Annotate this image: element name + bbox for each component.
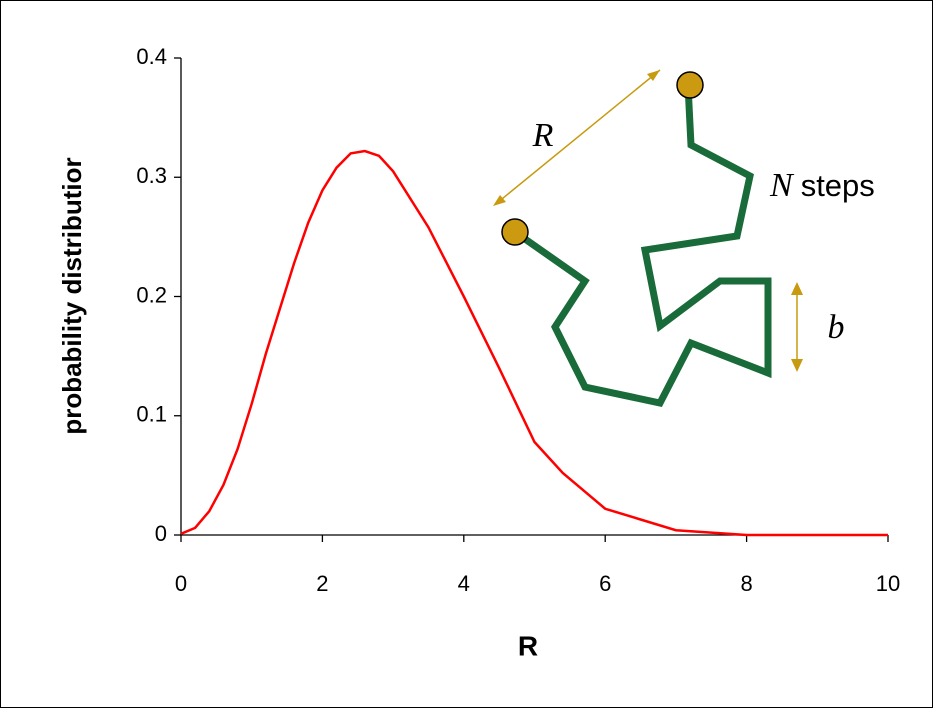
x-tick-label: 8 <box>740 571 752 596</box>
y-tick-label: 0 <box>155 521 167 546</box>
arrow-head <box>647 70 660 81</box>
annotation: N <box>769 167 795 204</box>
x-tick-label: 0 <box>175 571 187 596</box>
annotation: R <box>532 117 554 154</box>
arrow-head <box>493 195 506 206</box>
arrow-head <box>791 282 803 295</box>
x-tick-label: 4 <box>458 571 470 596</box>
chain-end <box>501 218 529 246</box>
x-tick-label: 10 <box>876 571 900 596</box>
arrow-head <box>791 359 803 372</box>
x-tick-label: 2 <box>316 571 328 596</box>
end-to-end-arrow <box>496 69 661 204</box>
y-tick-label: 0.1 <box>136 402 167 427</box>
y-tick-label: 0.4 <box>136 44 167 69</box>
annotation: steps <box>801 168 875 203</box>
chain <box>512 84 772 407</box>
x-axis-label: R <box>518 630 538 661</box>
line <box>180 149 888 537</box>
chain-end <box>676 71 704 99</box>
y-tick-label: 0.3 <box>136 163 167 188</box>
x-tick-label: 6 <box>599 571 611 596</box>
y-axis-label: probability distributior <box>57 157 87 434</box>
annotation: b <box>828 309 845 346</box>
y-tick-label: 0.2 <box>136 282 167 307</box>
